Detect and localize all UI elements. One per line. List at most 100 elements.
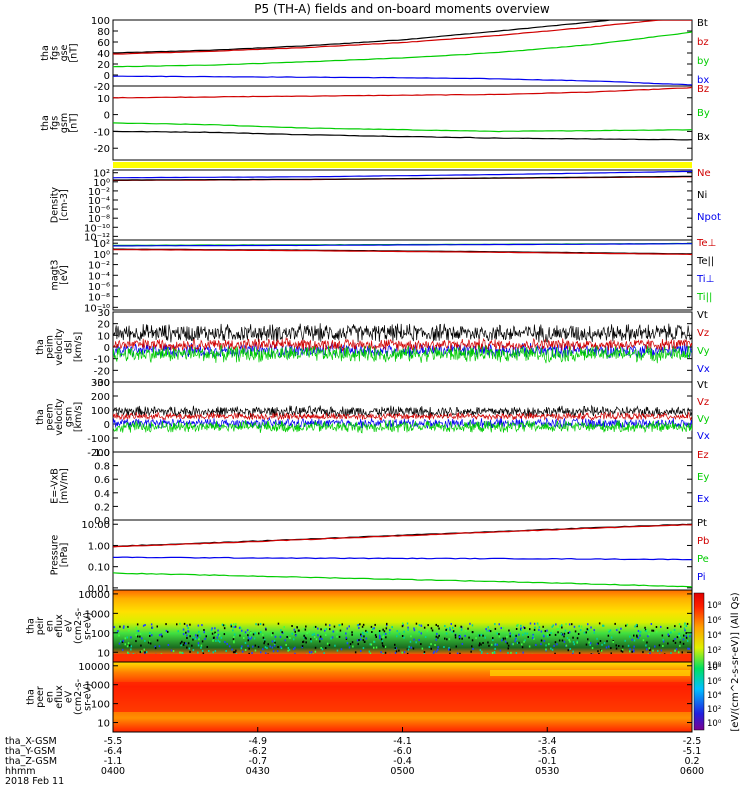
spectrogram-speckle bbox=[560, 632, 563, 635]
spectrogram-speckle bbox=[373, 640, 376, 643]
spectrogram-speckle bbox=[529, 622, 532, 625]
spectrogram-speckle bbox=[363, 641, 366, 643]
y-tick-label: 10⁻⁴ bbox=[88, 271, 110, 282]
spectrogram-speckle bbox=[195, 634, 197, 637]
spectrogram-speckle bbox=[358, 639, 360, 641]
spectrogram-speckle bbox=[271, 646, 274, 649]
series-line-bz bbox=[113, 20, 692, 55]
spectrogram-speckle bbox=[139, 651, 142, 654]
series-line-Vy bbox=[113, 419, 692, 434]
spectrogram-speckle bbox=[233, 623, 235, 626]
spectrogram-speckle bbox=[223, 633, 226, 636]
spectrogram-speckle bbox=[626, 623, 628, 626]
spectrogram-speckle bbox=[568, 631, 571, 634]
spectrogram-speckle bbox=[454, 636, 457, 639]
y-axis-label: (cm2-s- bbox=[73, 608, 84, 644]
spectrogram-speckle bbox=[533, 628, 536, 631]
y-tick-label: 30 bbox=[97, 308, 110, 319]
spectrogram-speckle bbox=[148, 640, 151, 643]
spectrogram-speckle bbox=[273, 644, 276, 647]
spectrogram-speckle bbox=[199, 634, 201, 637]
spectrogram-speckle bbox=[652, 629, 655, 632]
spectrogram-speckle bbox=[339, 629, 342, 632]
spectrogram-speckle bbox=[113, 626, 116, 629]
spectrogram-speckle bbox=[658, 644, 661, 647]
spectrogram-speckle bbox=[257, 645, 260, 648]
spectrogram-speckle bbox=[536, 622, 539, 625]
spectrogram-speckle bbox=[667, 633, 669, 636]
spectrogram-speckle bbox=[538, 626, 541, 629]
spectrogram-speckle bbox=[380, 638, 383, 641]
spectrogram-speckle bbox=[217, 629, 219, 632]
spectrogram-speckle bbox=[123, 625, 125, 628]
spectrogram-speckle bbox=[381, 642, 384, 645]
spectrogram-speckle bbox=[496, 632, 498, 635]
spectrogram-speckle bbox=[325, 647, 327, 649]
y-tick-label: -30 bbox=[94, 378, 110, 389]
legend-bx: bx bbox=[697, 75, 709, 86]
spectrogram-speckle bbox=[183, 641, 186, 644]
spectrogram-speckle bbox=[186, 637, 188, 639]
spectrogram-speckle bbox=[679, 636, 682, 639]
y-axis-label: fgs bbox=[49, 46, 60, 60]
spectrogram-speckle bbox=[359, 638, 362, 641]
spectrogram-speckle bbox=[551, 629, 554, 632]
spectrogram-speckle bbox=[415, 641, 417, 644]
spectrogram-speckle bbox=[180, 644, 182, 647]
spectrogram-speckle bbox=[552, 624, 555, 627]
spectrogram-speckle bbox=[413, 638, 415, 641]
spectrogram-speckle bbox=[520, 627, 522, 630]
spectrogram-speckle bbox=[578, 625, 580, 628]
spectrogram-speckle bbox=[158, 634, 161, 637]
spectrogram-speckle bbox=[354, 651, 357, 654]
y-axis-label: [cm-3] bbox=[59, 189, 70, 220]
spectrogram-speckle bbox=[509, 635, 511, 638]
y-tick-label: 10⁻² bbox=[88, 261, 110, 272]
x-row-label: hhmm bbox=[5, 766, 36, 777]
spectrogram-speckle bbox=[189, 650, 191, 653]
spectrogram-speckle bbox=[420, 632, 422, 635]
spectrogram-speckle bbox=[253, 637, 256, 640]
y-tick-label: 10 bbox=[97, 94, 110, 105]
y-axis-label: peer bbox=[35, 686, 46, 708]
spectrogram-speckle bbox=[532, 633, 534, 636]
spectrogram-speckle bbox=[516, 624, 518, 627]
spectrogram-speckle bbox=[383, 645, 385, 648]
spectrogram-speckle bbox=[559, 625, 561, 628]
spectrogram-speckle bbox=[319, 640, 321, 643]
spectrogram-speckle bbox=[674, 638, 676, 640]
spectrogram-speckle bbox=[370, 625, 373, 628]
spectrogram-speckle bbox=[286, 636, 288, 638]
spectrogram-speckle bbox=[262, 633, 264, 636]
spectrogram-speckle bbox=[204, 637, 206, 640]
spectrogram-speckle bbox=[565, 623, 567, 626]
spectrogram-speckle bbox=[449, 652, 451, 655]
spectrogram-speckle bbox=[494, 643, 497, 646]
spectrogram-speckle bbox=[499, 649, 502, 652]
y-axis-label: tha bbox=[40, 45, 51, 61]
spectrogram-speckle bbox=[214, 631, 216, 634]
spectrogram-speckle bbox=[198, 638, 200, 641]
spectrogram-speckle bbox=[680, 625, 682, 628]
spectrogram-speckle bbox=[298, 629, 300, 632]
spectrogram-speckle bbox=[305, 641, 307, 644]
spectrogram-speckle bbox=[409, 640, 412, 643]
spectrogram-speckle bbox=[269, 645, 271, 648]
spectrogram-speckle bbox=[648, 633, 650, 636]
spectrogram-speckle bbox=[361, 625, 364, 628]
spectrogram-speckle bbox=[147, 641, 150, 644]
spectrogram-speckle bbox=[550, 647, 552, 650]
colorbar-tick-label: 10⁶ bbox=[707, 677, 722, 687]
series-line-Ti⊥ bbox=[113, 243, 692, 247]
spectrogram-speckle bbox=[471, 631, 474, 634]
spectrogram-speckle bbox=[239, 634, 241, 637]
spectrogram-speckle bbox=[394, 651, 397, 654]
spectrogram-speckle bbox=[685, 632, 687, 635]
series-line-Bx bbox=[113, 130, 692, 141]
spectrogram-speckle bbox=[351, 631, 353, 634]
quality-flag-bar bbox=[113, 162, 692, 168]
spectrogram-speckle bbox=[460, 628, 463, 631]
spectrogram-speckle bbox=[469, 622, 471, 625]
spectrogram-speckle bbox=[358, 627, 360, 629]
